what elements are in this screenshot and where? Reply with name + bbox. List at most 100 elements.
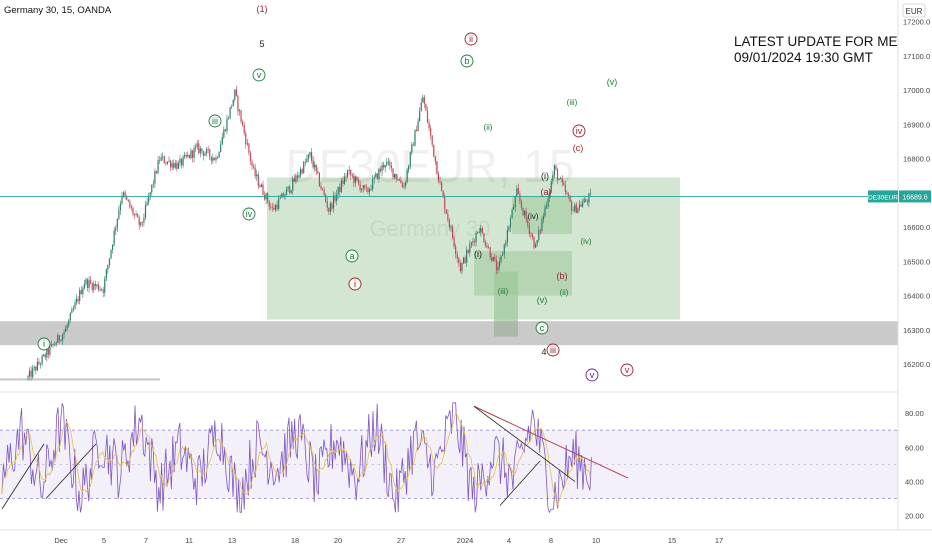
candle-body [516,188,518,197]
candle-body [126,196,128,200]
candle-body [339,186,341,192]
candle-body [456,254,458,259]
candle-body [467,250,469,253]
candle-body [115,227,117,231]
wave-label: iv [242,207,256,221]
candle-body [124,192,126,197]
candle-body [163,156,165,164]
candle-body [403,186,405,187]
price-axis[interactable]: EUR 17200.0 17100.0 17000.0 16900.0 16800.0 16… [868,0,932,530]
candle-body [79,290,81,302]
candle-body [116,218,118,228]
candle-body [52,344,54,346]
wave-circle [535,321,549,335]
candle-body [127,199,129,202]
candle-body [86,279,89,289]
wave-label-text: (1) [257,4,268,14]
candle-body [121,195,123,204]
candle-body [387,161,389,163]
wave-label: (iii) [567,98,578,107]
candle-body [304,161,306,163]
candle-body [350,169,352,176]
candle-body [248,143,250,153]
wave-label: 4 [541,347,546,357]
candle-body [75,298,78,303]
candle-body [406,170,408,182]
candle-body [560,178,562,180]
wave-label-text: iii [212,116,218,126]
wave-label: (i) [474,249,482,259]
candle-body [464,257,466,263]
candle-body [97,284,100,290]
candle-body [122,192,125,196]
candle-body [72,308,75,310]
candle-body [273,207,275,210]
candle-body [448,220,451,228]
candle-body [27,376,29,378]
candle-body [433,144,435,157]
candle-body [575,204,577,213]
candle-body [582,202,584,207]
candle-body [207,149,209,150]
rsi-trendline-right [499,460,541,506]
candle-body [220,144,222,152]
candle-body [549,191,551,199]
candle-body [354,176,357,183]
candle-body [321,188,324,190]
wave-label: iv [572,124,586,138]
candle-body [289,186,291,193]
wave-label-text: v [590,370,595,380]
wave-label-text: a [349,251,354,261]
last-price-tag [899,190,931,203]
candle-body [423,97,425,105]
wave-label-text: (v) [607,77,618,87]
candle-body [520,201,523,208]
wave-label-text: iv [246,209,253,219]
wave-label-text: (iv) [527,212,538,221]
time-axis[interactable]: Dec 5 7 11 13 18 20 27 2024 4 8 10 15 17 [0,529,932,545]
candle-body [274,204,277,210]
price-tick-label: 16300.0 [903,326,930,335]
candle-body [267,193,269,202]
candle-body [572,210,574,212]
candle-body [93,283,95,290]
rsi-axis[interactable]: 80.00 60.00 40.00 20.00 [905,409,924,521]
candle-body [227,118,230,119]
candle-body [108,258,111,265]
candle-body [343,176,346,184]
wave-circle [572,124,586,138]
candle-body [298,175,300,178]
candle-body [315,164,317,171]
candle-body [426,110,429,123]
candle-body [328,207,330,212]
candle-body [138,217,140,226]
candle-body [455,246,457,255]
candle-body [240,110,242,122]
price-tick-label: 16500.0 [903,257,930,266]
candle-body [550,181,552,192]
candle-body [260,184,263,188]
candle-body [112,244,114,250]
candle-body [262,184,264,195]
currency-badge[interactable] [902,3,926,18]
wave-label-text: c [540,323,545,333]
candle-body [441,182,443,192]
candle-body [71,309,73,314]
candle-body [310,152,313,161]
candle-body [542,215,545,220]
price-tick-label: 16800.0 [903,155,930,164]
candle-body [588,194,590,203]
candle-body [527,220,529,226]
time-tick-label: 4 [507,536,511,545]
candle-body [414,129,416,146]
wave-label-text: v [625,365,630,375]
candle-body [295,175,297,182]
candle-body [586,201,588,203]
candle-body [444,196,446,210]
price-tick-label: 16600.0 [903,223,930,232]
candle-body [282,193,284,198]
wave-label: (iv) [580,237,591,246]
candle-body [179,159,181,163]
candle-body [113,230,115,245]
